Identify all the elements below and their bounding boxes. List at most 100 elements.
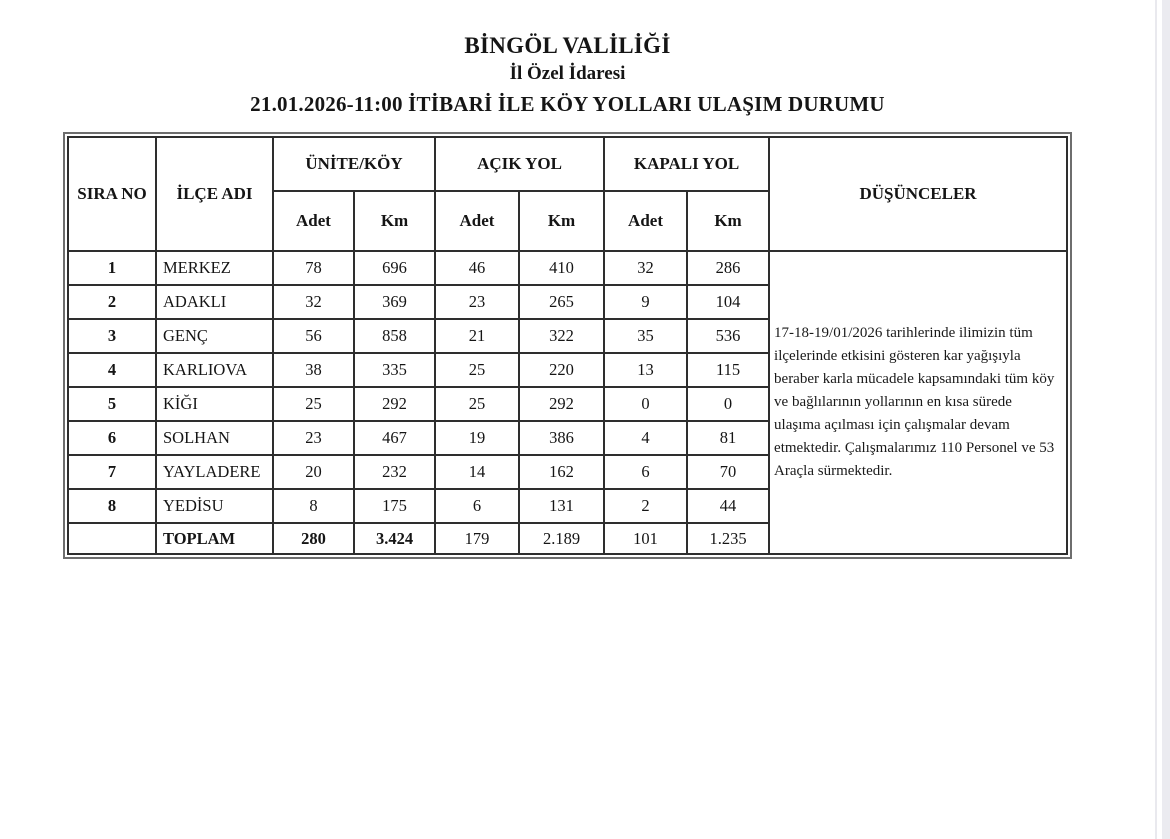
scan-edge-strip bbox=[1162, 0, 1170, 839]
cell-acik-adet: 21 bbox=[434, 318, 521, 354]
cell-unite-km: 858 bbox=[352, 318, 437, 354]
cell-kapali-adet: 0 bbox=[603, 386, 689, 422]
table-row: 2 ADAKLI 32 369 23 265 9 104 bbox=[67, 284, 1067, 320]
cell-acik-km: 265 bbox=[518, 284, 606, 320]
cell-unite-km: 175 bbox=[352, 488, 437, 524]
cell-sira-no: 8 bbox=[67, 488, 157, 524]
cell-acik-km: 162 bbox=[518, 454, 606, 490]
org-subtitle: İl Özel İdaresi bbox=[509, 63, 626, 84]
cell-unite-adet: 78 bbox=[272, 250, 355, 286]
org-title: BİNGÖL VALİLİĞİ bbox=[464, 33, 671, 58]
cell-acik-km: 131 bbox=[518, 488, 606, 524]
table-row: 4 KARLIOVA 38 335 25 220 13 115 bbox=[67, 352, 1067, 388]
cell-unite-adet: 38 bbox=[272, 352, 355, 388]
cell-kapali-adet: 32 bbox=[603, 250, 689, 286]
table-row: 8 YEDİSU 8 175 6 131 2 44 bbox=[67, 488, 1067, 524]
header-row-groups: SIRA NO İLÇE ADI ÜNİTE/KÖY AÇIK YOL KAPA… bbox=[67, 136, 1068, 252]
header-acik-yol: AÇIK YOL bbox=[434, 136, 606, 192]
cell-sira-no: 2 bbox=[67, 284, 157, 320]
cell-ilce-adi: KİĞI bbox=[155, 386, 274, 422]
cell-ilce-adi: SOLHAN bbox=[155, 420, 274, 456]
total-label: TOPLAM bbox=[155, 522, 274, 555]
cell-sira-no: 6 bbox=[67, 420, 157, 456]
cell-sira-no: 1 bbox=[67, 250, 157, 286]
subheader-adet: Adet bbox=[434, 190, 521, 252]
cell-acik-adet: 19 bbox=[434, 420, 521, 456]
road-status-table: SIRA NO İLÇE ADI ÜNİTE/KÖY AÇIK YOL KAPA… bbox=[67, 136, 1068, 555]
cell-unite-adet: 25 bbox=[272, 386, 355, 422]
cell-acik-km: 220 bbox=[518, 352, 606, 388]
report-document: BİNGÖL VALİLİĞİ İl Özel İdaresi 21.01.20… bbox=[63, 33, 1072, 559]
cell-kapali-adet: 6 bbox=[603, 454, 689, 490]
cell-unite-adet: 32 bbox=[272, 284, 355, 320]
total-unite-adet: 280 bbox=[272, 522, 355, 555]
cell-acik-adet: 6 bbox=[434, 488, 521, 524]
cell-ilce-adi: YAYLADERE bbox=[155, 454, 274, 490]
subheader-adet: Adet bbox=[272, 190, 355, 252]
cell-kapali-km: 115 bbox=[686, 352, 771, 388]
subheader-adet: Adet bbox=[603, 190, 689, 252]
cell-ilce-adi: YEDİSU bbox=[155, 488, 274, 524]
cell-kapali-km: 286 bbox=[686, 250, 771, 286]
cell-acik-km: 386 bbox=[518, 420, 606, 456]
header-kapali-yol: KAPALI YOL bbox=[603, 136, 771, 192]
cell-kapali-km: 44 bbox=[686, 488, 771, 524]
table-row: 5 KİĞI 25 292 25 292 0 0 bbox=[67, 386, 1067, 422]
cell-kapali-adet: 35 bbox=[603, 318, 689, 354]
cell-acik-km: 292 bbox=[518, 386, 606, 422]
cell-unite-adet: 8 bbox=[272, 488, 355, 524]
cell-acik-adet: 46 bbox=[434, 250, 521, 286]
cell-sira-no-empty bbox=[67, 522, 157, 555]
cell-sira-no: 4 bbox=[67, 352, 157, 388]
cell-sira-no: 3 bbox=[67, 318, 157, 354]
scan-edge-line bbox=[1155, 0, 1157, 839]
cell-acik-adet: 14 bbox=[434, 454, 521, 490]
header-dusunceler: DÜŞÜNCELER bbox=[768, 136, 1068, 252]
total-acik-adet: 179 bbox=[434, 522, 521, 555]
dusunceler-note-text: 17-18-19/01/2026 tarihlerinde ilimizin t… bbox=[774, 325, 1055, 479]
subheader-km: Km bbox=[686, 190, 771, 252]
header-sira-no: SIRA NO bbox=[67, 136, 157, 252]
header-row-subcolumns: Adet Km Adet Km Adet Km bbox=[68, 190, 1067, 252]
table-outer-border: SIRA NO İLÇE ADI ÜNİTE/KÖY AÇIK YOL KAPA… bbox=[63, 132, 1072, 559]
cell-ilce-adi: GENÇ bbox=[155, 318, 274, 354]
table-row: 1 MERKEZ 78 696 46 410 32 286 17-18-19/0… bbox=[67, 250, 1068, 555]
cell-kapali-km: 70 bbox=[686, 454, 771, 490]
cell-acik-adet: 25 bbox=[434, 386, 521, 422]
cell-ilce-adi: MERKEZ bbox=[155, 250, 274, 286]
cell-unite-km: 467 bbox=[352, 420, 437, 456]
cell-unite-km: 696 bbox=[352, 250, 437, 286]
report-header: BİNGÖL VALİLİĞİ İl Özel İdaresi 21.01.20… bbox=[63, 33, 1072, 117]
subheader-km: Km bbox=[352, 190, 437, 252]
total-unite-km: 3.424 bbox=[352, 522, 437, 555]
cell-kapali-adet: 13 bbox=[603, 352, 689, 388]
cell-kapali-km: 0 bbox=[686, 386, 771, 422]
cell-ilce-adi: ADAKLI bbox=[155, 284, 274, 320]
header-unite-koy: ÜNİTE/KÖY bbox=[271, 136, 437, 192]
cell-sira-no: 7 bbox=[67, 454, 157, 490]
cell-kapali-adet: 2 bbox=[603, 488, 689, 524]
cell-sira-no: 5 bbox=[67, 386, 157, 422]
cell-ilce-adi: KARLIOVA bbox=[155, 352, 274, 388]
dusunceler-note-cell: 17-18-19/01/2026 tarihlerinde ilimizin t… bbox=[768, 250, 1068, 555]
cell-kapali-km: 536 bbox=[686, 318, 771, 354]
cell-acik-km: 322 bbox=[518, 318, 606, 354]
cell-unite-adet: 56 bbox=[272, 318, 355, 354]
cell-kapali-adet: 9 bbox=[603, 284, 689, 320]
cell-acik-adet: 25 bbox=[434, 352, 521, 388]
cell-unite-km: 232 bbox=[352, 454, 437, 490]
report-title: 21.01.2026-11:00 İTİBARİ İLE KÖY YOLLARI… bbox=[250, 92, 885, 116]
cell-kapali-adet: 4 bbox=[603, 420, 689, 456]
cell-unite-km: 369 bbox=[352, 284, 437, 320]
cell-unite-adet: 23 bbox=[272, 420, 355, 456]
table-row: 6 SOLHAN 23 467 19 386 4 81 bbox=[67, 420, 1067, 456]
total-row: TOPLAM 280 3.424 179 2.189 101 1.235 bbox=[67, 522, 1067, 555]
header-ilce-adi: İLÇE ADI bbox=[155, 136, 274, 252]
cell-unite-km: 335 bbox=[352, 352, 437, 388]
cell-unite-adet: 20 bbox=[272, 454, 355, 490]
total-kapali-km: 1.235 bbox=[686, 522, 771, 555]
cell-kapali-km: 81 bbox=[686, 420, 771, 456]
total-kapali-adet: 101 bbox=[603, 522, 689, 555]
cell-kapali-km: 104 bbox=[686, 284, 771, 320]
